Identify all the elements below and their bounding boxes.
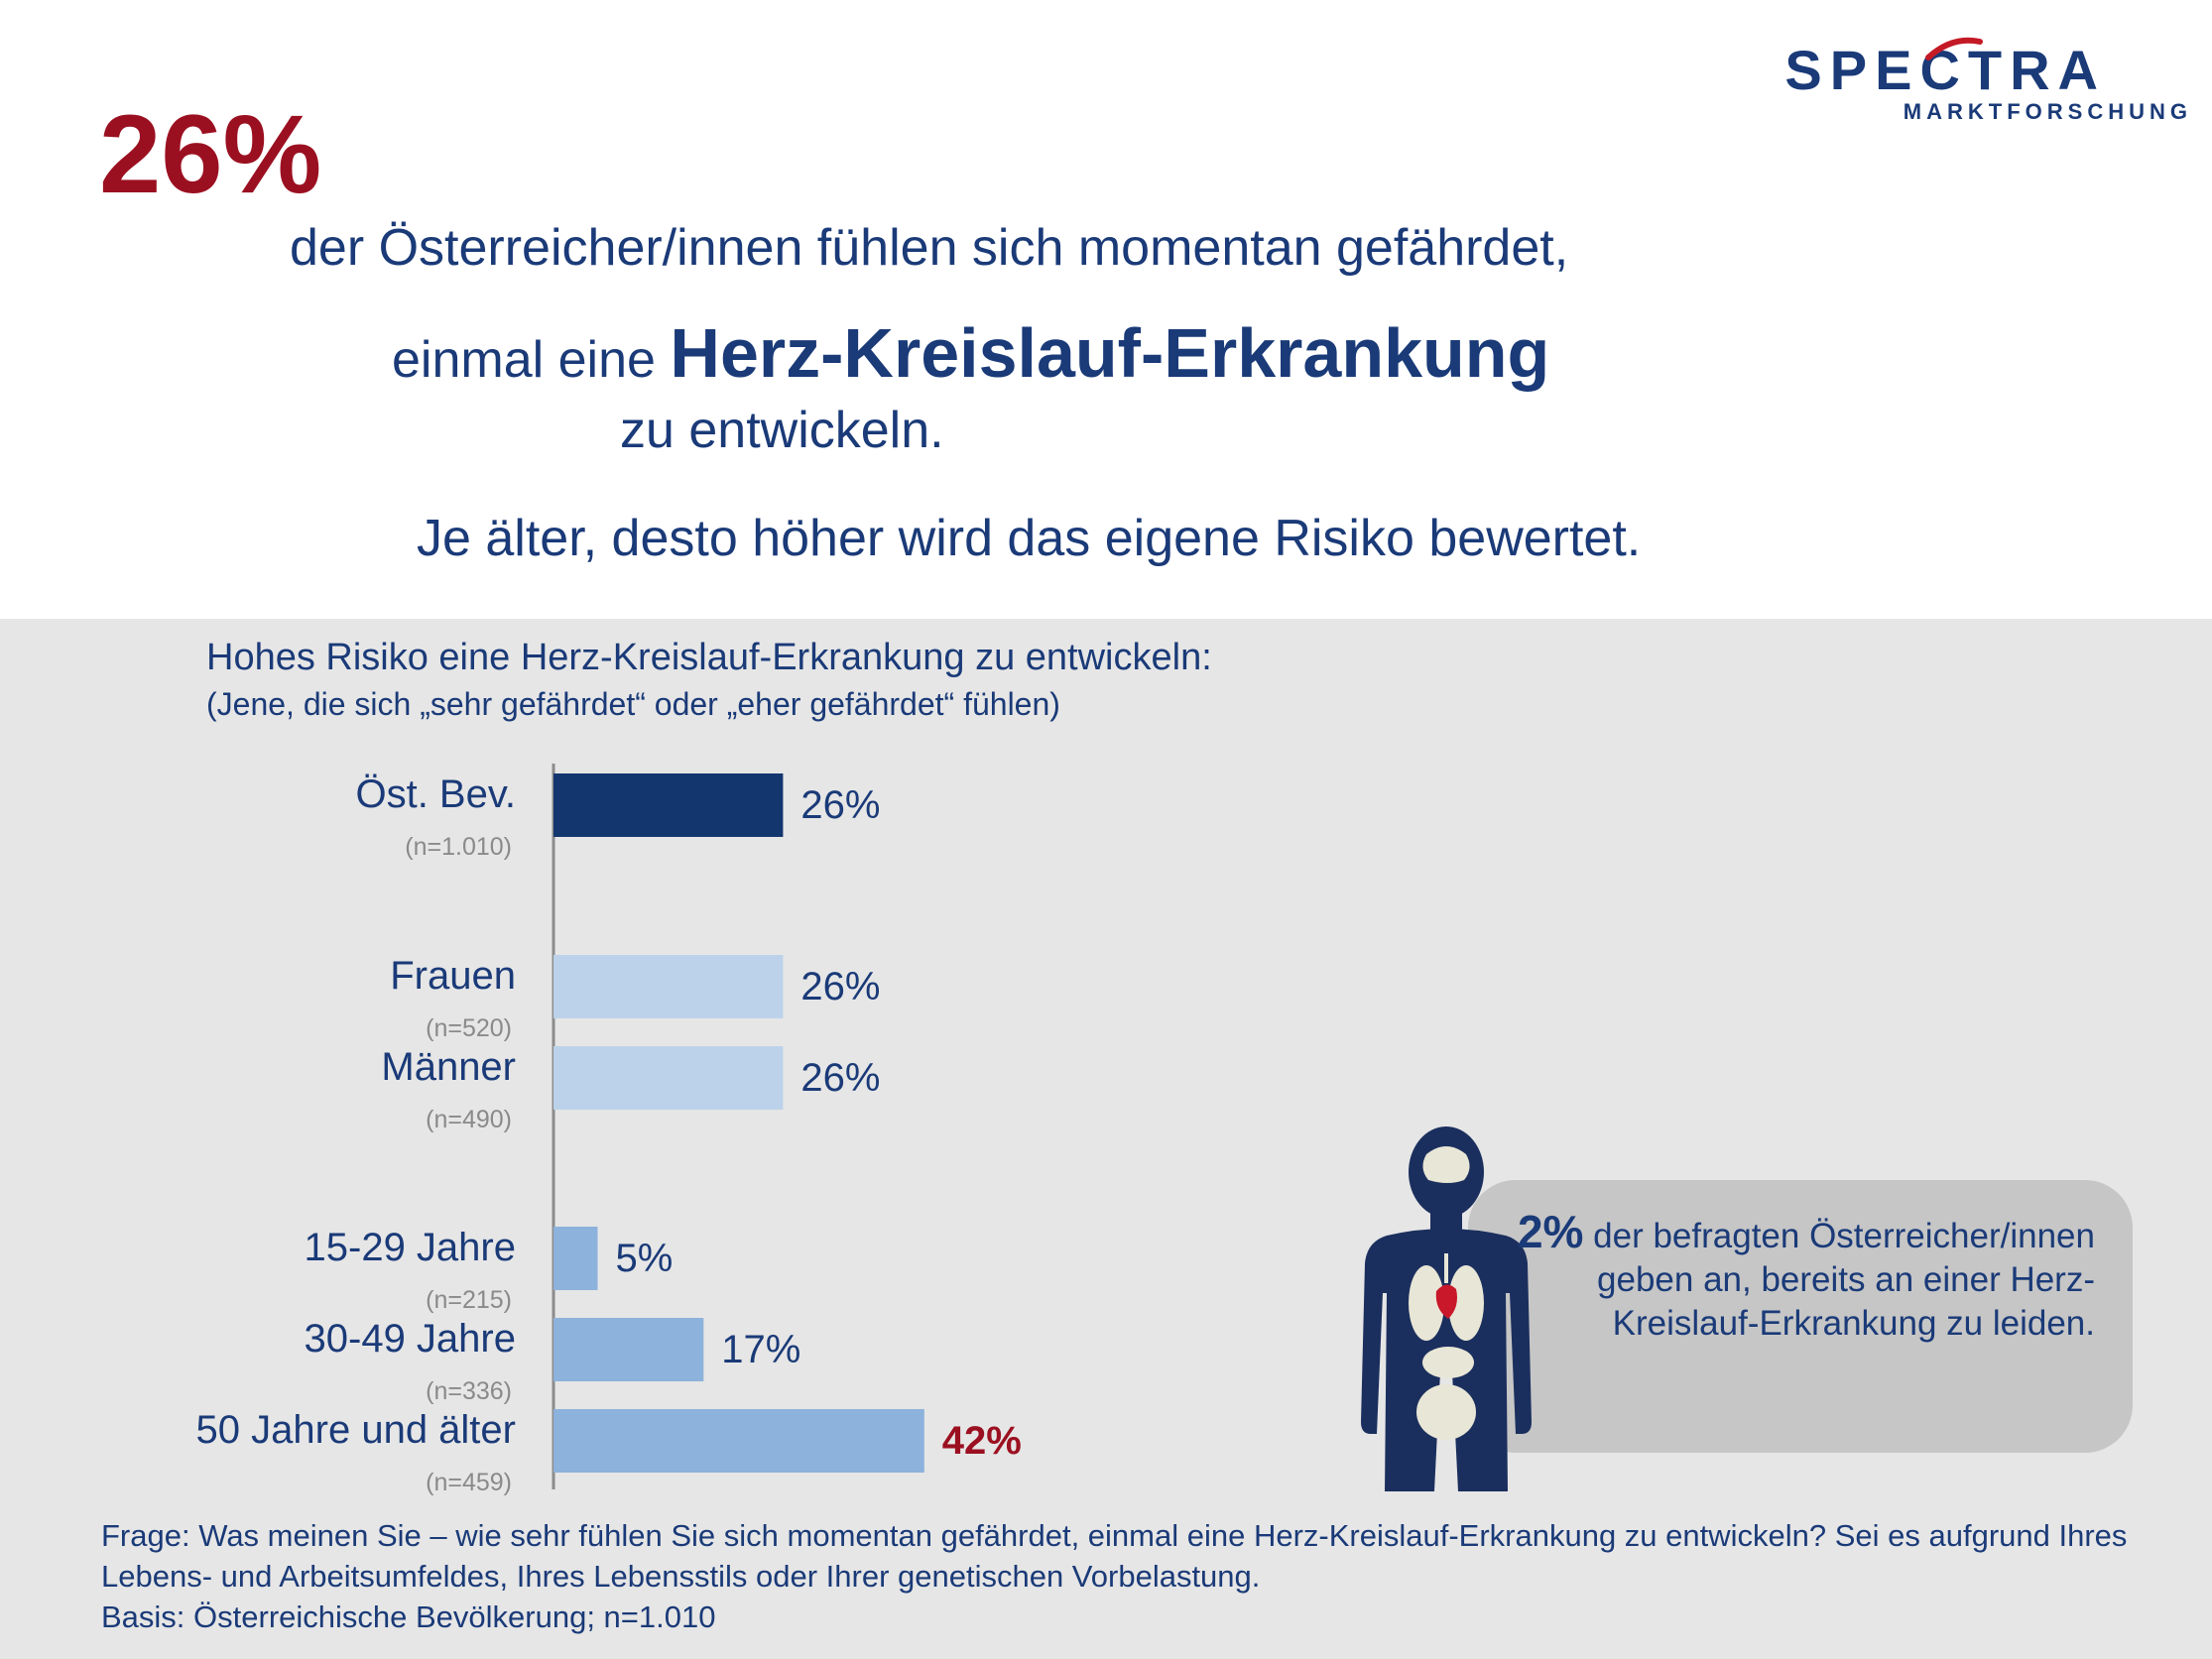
sample-size-label-2: (n=490) xyxy=(426,1106,512,1133)
bar-value-label-1: 26% xyxy=(800,965,880,1008)
footnote-basis: Basis: Österreichische Bevölkerung; n=1.… xyxy=(101,1600,716,1634)
chart-panel xyxy=(0,619,2212,1659)
callout-percent: 2% xyxy=(1517,1206,1584,1257)
bar-0 xyxy=(553,773,784,837)
headline-percent: 26% xyxy=(99,92,322,216)
headline-line-1: der Österreicher/innen fühlen sich momen… xyxy=(290,219,1569,277)
footnote-question: Frage: Was meinen Sie – wie sehr fühlen … xyxy=(101,1518,2128,1594)
bar-2 xyxy=(553,1046,784,1110)
headline-emphasis: Herz-Kreislauf-Erkrankung xyxy=(670,314,1550,392)
bar-value-label-3: 5% xyxy=(616,1237,674,1280)
sample-size-label-1: (n=520) xyxy=(426,1014,512,1042)
category-label-5: 50 Jahre und älter xyxy=(196,1408,516,1452)
callout-body: der befragten Österreicher/innen geben a… xyxy=(1583,1217,2095,1343)
sample-size-label-0: (n=1.010) xyxy=(405,833,512,861)
category-label-4: 30-49 Jahre xyxy=(305,1317,516,1361)
headline-line-4: Je älter, desto höher wird das eigene Ri… xyxy=(417,510,1642,567)
bar-1 xyxy=(553,955,784,1018)
headline-line-3: zu entwickeln. xyxy=(620,402,944,459)
logo-subtitle: MARKTFORSCHUNG xyxy=(1903,99,2192,124)
category-label-1: Frauen xyxy=(390,954,516,998)
bar-value-label-0: 26% xyxy=(800,783,880,827)
bar-3 xyxy=(553,1227,598,1290)
bar-value-label-5: 42% xyxy=(942,1419,1022,1463)
callout-box xyxy=(1468,1180,2133,1453)
chart-title: Hohes Risiko eine Herz-Kreislauf-Erkrank… xyxy=(206,637,1212,678)
bar-value-label-4: 17% xyxy=(721,1328,800,1371)
sample-size-label-3: (n=215) xyxy=(426,1286,512,1314)
footnote: Frage: Was meinen Sie – wie sehr fühlen … xyxy=(101,1515,2184,1637)
category-label-3: 15-29 Jahre xyxy=(305,1226,516,1269)
headline-line-2: einmal eine Herz-Kreislauf-Erkrankung xyxy=(392,315,1549,392)
bar-5 xyxy=(553,1409,924,1473)
sample-size-label-5: (n=459) xyxy=(426,1469,512,1496)
chart-subtitle: (Jene, die sich „sehr gefährdet“ oder „e… xyxy=(206,686,1060,722)
category-label-0: Öst. Bev. xyxy=(355,772,516,816)
bar-4 xyxy=(553,1318,704,1381)
sample-size-label-4: (n=336) xyxy=(426,1377,512,1405)
callout-text: 2% der befragten Österreicher/innen gebe… xyxy=(1480,1209,2095,1346)
human-body-icon xyxy=(1361,1126,1532,1491)
category-label-2: Männer xyxy=(381,1045,516,1089)
headline-line-2-prefix: einmal eine xyxy=(392,331,671,389)
logo-swoosh-icon xyxy=(1925,37,1983,60)
bar-value-label-2: 26% xyxy=(800,1056,880,1100)
